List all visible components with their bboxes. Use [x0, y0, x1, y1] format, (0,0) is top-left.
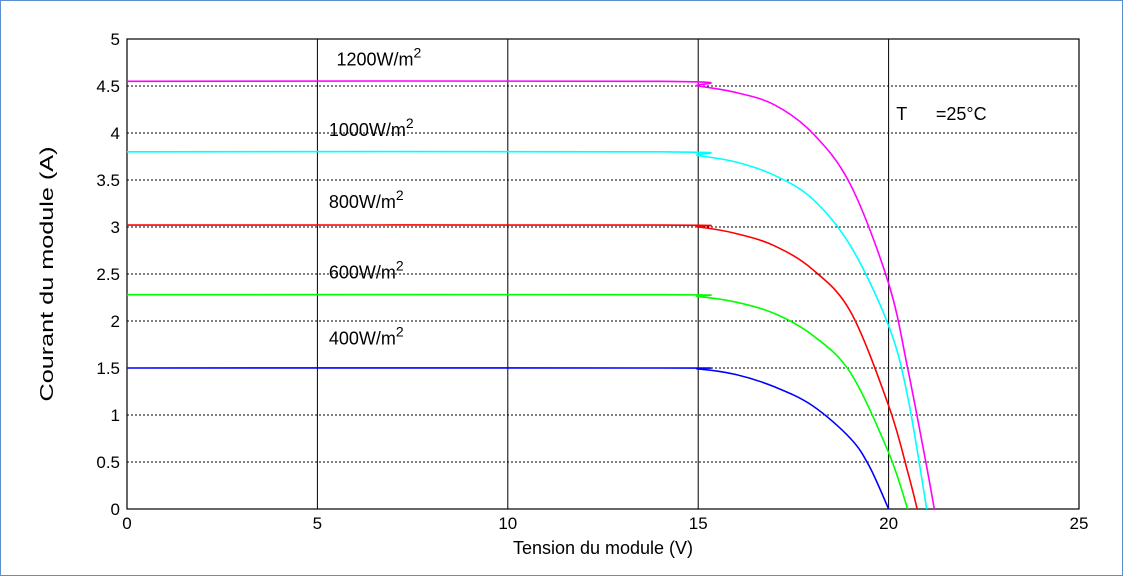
temperature-value: =25°C — [936, 104, 987, 124]
y-tick-labels: 0 0.5 1 1.5 2 2.5 3 3.5 4 4.5 5 — [96, 30, 120, 519]
series-group — [126, 80, 936, 510]
series-label-exponent: 2 — [396, 324, 404, 340]
series-label-text: 1200W/m — [336, 49, 413, 69]
x-tick-label-3: 15 — [689, 514, 708, 533]
y-axis-label: Courant du module (A) — [37, 147, 57, 402]
series-label-exponent: 2 — [413, 44, 421, 60]
x-tick-labels: 0 5 10 15 20 25 — [122, 514, 1088, 533]
y-tick-label-0: 0 — [111, 500, 120, 519]
y-tick-label-6: 3 — [111, 218, 120, 237]
series-label-0: 1200W/m2 — [336, 44, 421, 69]
series-label-3: 600W/m2 — [329, 258, 404, 283]
temperature-symbol: T — [896, 104, 907, 124]
series-label-2: 800W/m2 — [329, 187, 404, 212]
series-label-text: 600W/m — [329, 263, 396, 283]
y-tick-label-9: 4.5 — [96, 77, 120, 96]
series-label-4: 400W/m2 — [329, 324, 404, 349]
y-tick-label-3: 1.5 — [96, 359, 120, 378]
plot-area — [126, 38, 1080, 510]
series-line-1000W/m2 — [126, 150, 928, 510]
series-line-1200W/m2 — [126, 80, 936, 510]
series-line-600W/m2 — [126, 293, 909, 510]
series-label-text: 400W/m — [329, 329, 396, 349]
series-label-exponent: 2 — [396, 258, 404, 274]
y-tick-label-4: 2 — [111, 312, 120, 331]
series-label-exponent: 2 — [406, 115, 414, 131]
y-tick-label-7: 3.5 — [96, 171, 120, 190]
x-tick-label-4: 20 — [879, 514, 898, 533]
x-tick-label-2: 10 — [498, 514, 517, 533]
x-axis-label: Tension du module (V) — [513, 538, 693, 558]
series-label-text: 1000W/m — [329, 120, 406, 140]
series-label-text: 800W/m — [329, 192, 396, 212]
y-tick-label-2: 1 — [111, 406, 120, 425]
y-tick-label-8: 4 — [111, 124, 120, 143]
x-tick-label-1: 5 — [313, 514, 322, 533]
series-line-400W/m2 — [126, 367, 890, 510]
y-tick-label-5: 2.5 — [96, 265, 120, 284]
series-label-1: 1000W/m2 — [329, 115, 414, 140]
series-line-800W/m2 — [126, 224, 918, 510]
series-label-exponent: 2 — [396, 187, 404, 203]
x-tick-label-0: 0 — [122, 514, 131, 533]
y-tick-label-10: 5 — [111, 30, 120, 49]
x-tick-label-5: 25 — [1070, 514, 1089, 533]
temperature-annotation: T =25°C — [896, 104, 986, 124]
y-tick-label-1: 0.5 — [96, 453, 120, 472]
